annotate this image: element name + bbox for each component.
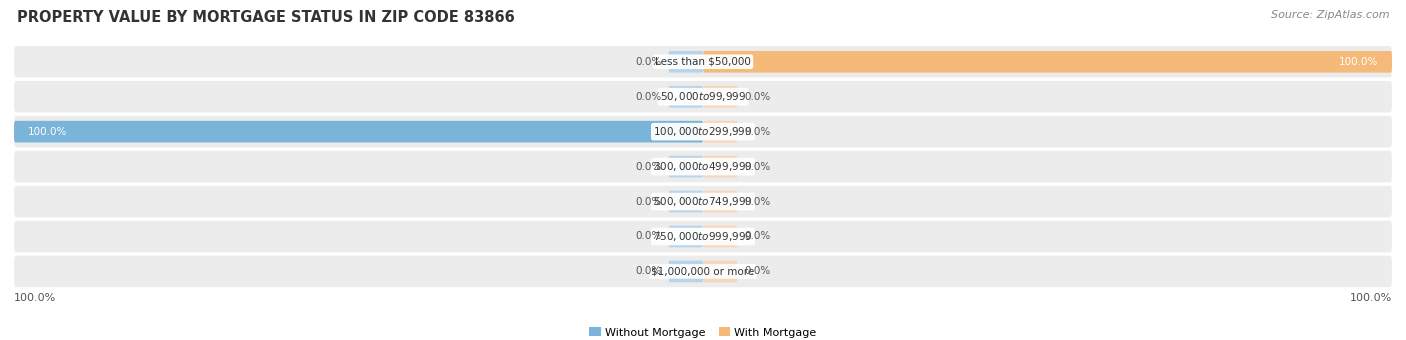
Text: $500,000 to $749,999: $500,000 to $749,999 [654, 195, 752, 208]
FancyBboxPatch shape [14, 151, 1392, 182]
Text: 0.0%: 0.0% [636, 232, 662, 241]
Text: 0.0%: 0.0% [636, 162, 662, 172]
Text: 0.0%: 0.0% [636, 267, 662, 276]
Text: $100,000 to $299,999: $100,000 to $299,999 [654, 125, 752, 138]
Text: $300,000 to $499,999: $300,000 to $499,999 [654, 160, 752, 173]
Text: 0.0%: 0.0% [744, 267, 770, 276]
Text: 0.0%: 0.0% [744, 197, 770, 206]
Text: Source: ZipAtlas.com: Source: ZipAtlas.com [1271, 10, 1389, 20]
FancyBboxPatch shape [14, 116, 1392, 147]
Text: 0.0%: 0.0% [636, 92, 662, 102]
Text: 100.0%: 100.0% [1350, 293, 1392, 303]
FancyBboxPatch shape [703, 156, 738, 177]
Text: $1,000,000 or more: $1,000,000 or more [651, 267, 755, 276]
FancyBboxPatch shape [14, 256, 1392, 287]
FancyBboxPatch shape [669, 156, 703, 177]
Legend: Without Mortgage, With Mortgage: Without Mortgage, With Mortgage [585, 323, 821, 340]
Text: 0.0%: 0.0% [744, 127, 770, 137]
FancyBboxPatch shape [669, 260, 703, 282]
Text: 0.0%: 0.0% [636, 57, 662, 67]
FancyBboxPatch shape [703, 121, 738, 142]
FancyBboxPatch shape [669, 226, 703, 247]
Text: $750,000 to $999,999: $750,000 to $999,999 [654, 230, 752, 243]
FancyBboxPatch shape [14, 221, 1392, 252]
Text: $50,000 to $99,999: $50,000 to $99,999 [659, 90, 747, 103]
Text: 0.0%: 0.0% [744, 92, 770, 102]
FancyBboxPatch shape [703, 51, 1392, 73]
Text: PROPERTY VALUE BY MORTGAGE STATUS IN ZIP CODE 83866: PROPERTY VALUE BY MORTGAGE STATUS IN ZIP… [17, 10, 515, 25]
Text: Less than $50,000: Less than $50,000 [655, 57, 751, 67]
FancyBboxPatch shape [14, 121, 703, 142]
Text: 0.0%: 0.0% [744, 162, 770, 172]
FancyBboxPatch shape [669, 86, 703, 107]
FancyBboxPatch shape [669, 51, 703, 73]
FancyBboxPatch shape [14, 81, 1392, 113]
FancyBboxPatch shape [703, 191, 738, 212]
FancyBboxPatch shape [703, 260, 738, 282]
FancyBboxPatch shape [669, 191, 703, 212]
Text: 0.0%: 0.0% [744, 232, 770, 241]
FancyBboxPatch shape [14, 186, 1392, 217]
Text: 100.0%: 100.0% [14, 293, 56, 303]
FancyBboxPatch shape [14, 46, 1392, 78]
Text: 0.0%: 0.0% [636, 197, 662, 206]
Text: 100.0%: 100.0% [1339, 57, 1378, 67]
Text: 100.0%: 100.0% [28, 127, 67, 137]
FancyBboxPatch shape [703, 86, 738, 107]
FancyBboxPatch shape [703, 226, 738, 247]
